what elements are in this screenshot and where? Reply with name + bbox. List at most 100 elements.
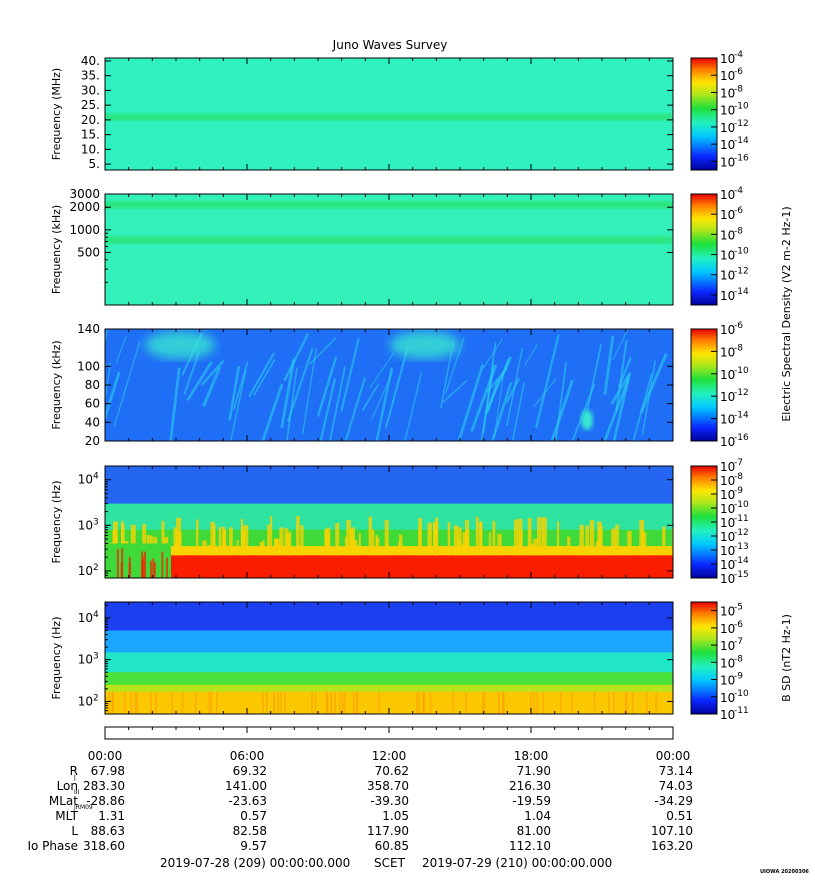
colorbar-tick-exponent: -4 — [734, 186, 743, 196]
emission-streak — [105, 329, 109, 347]
emission-blob — [581, 410, 593, 430]
y-tick-label: 10 — [78, 611, 93, 625]
emission-spike — [208, 691, 211, 714]
colorbar-tick-label: 10 — [720, 544, 735, 558]
emission-streak — [485, 378, 500, 414]
emission-spike — [284, 528, 289, 556]
spectrogram-layer — [105, 684, 673, 693]
colorbar-tick-label: 10 — [720, 572, 735, 586]
emission-streak — [615, 340, 628, 412]
y-tick-label: 100 — [77, 359, 100, 373]
emission-spike — [346, 520, 351, 556]
emission-spike — [342, 691, 344, 714]
emission-streak — [442, 380, 468, 403]
emission-spike — [356, 691, 359, 714]
ephemeris-value: 1.31 — [98, 809, 125, 823]
emission-spike — [429, 691, 432, 714]
colorbar-tick-label: 10 — [720, 345, 735, 359]
emission-spike — [595, 541, 601, 556]
ephemeris-value: 88.63 — [91, 824, 125, 838]
spectrogram-layer — [105, 672, 673, 686]
emission-spike — [530, 543, 534, 556]
colorbar-tick-exponent: -8 — [734, 472, 743, 482]
emission-spike — [624, 691, 627, 714]
low-activity-region — [105, 543, 171, 578]
emission-spike — [542, 691, 545, 714]
time-label: 06:00 — [230, 749, 265, 763]
emission-spike — [503, 691, 505, 714]
emission-spike — [210, 521, 215, 556]
colorbar-tick-label: 10 — [720, 323, 735, 337]
ephemeris-subscript: III — [74, 789, 80, 796]
colorbar-tick-label: 10 — [720, 269, 735, 283]
ephemeris-subscript: JRM09 — [73, 804, 93, 811]
emission-spike — [161, 551, 164, 578]
colorbar-tick-label: 10 — [720, 605, 735, 619]
emission-spike — [465, 691, 467, 714]
emission-spike — [284, 691, 286, 714]
emission-spike — [541, 517, 544, 556]
spectrogram-panel-1: 40.35.30.25.20.15.10.5. Frequency (MHz) 10… — [50, 50, 749, 171]
emission-spike — [330, 691, 332, 714]
emission-spike — [149, 560, 152, 578]
emission-spike — [378, 691, 380, 714]
y-tick-label: 80 — [85, 378, 100, 392]
ephemeris-value: 358.70 — [367, 779, 409, 793]
ephemeris-value: 163.20 — [651, 839, 693, 853]
y-tick-label: 15. — [81, 128, 100, 142]
colorbar-frame — [690, 601, 718, 715]
colorbar-tick-exponent: -10 — [734, 500, 749, 510]
ephemeris-value: 81.00 — [517, 824, 551, 838]
emission-streak — [584, 343, 603, 420]
emission-streak — [457, 364, 485, 441]
colorbar-tick-label: 10 — [720, 674, 735, 688]
emission-spike — [513, 519, 518, 556]
y-tick-label: 2000 — [69, 200, 100, 214]
emission-spike — [418, 691, 420, 714]
emission-spike — [120, 562, 123, 578]
emission-spike — [259, 541, 264, 556]
emission-streak — [493, 370, 505, 438]
emission-spike — [646, 691, 648, 714]
emission-spike — [181, 691, 184, 714]
colorbar-tick-label: 10 — [720, 188, 735, 202]
emission-spike — [502, 691, 504, 714]
colorbar-tick-label: 10 — [720, 155, 735, 169]
emission-spike — [144, 551, 147, 578]
ephemeris-value: 283.30 — [83, 779, 125, 793]
uiowa-stamp: UIOWA 20200306 — [760, 869, 809, 875]
emission-spike — [152, 558, 155, 578]
ephemeris-value: 112.10 — [509, 839, 551, 853]
colorbar-tick-exponent: -14 — [734, 556, 749, 566]
emission-spike — [611, 528, 617, 556]
colorbar-tick-label: 10 — [720, 390, 735, 404]
emission-streak — [505, 377, 521, 404]
emission-spike — [111, 691, 114, 714]
ephemeris-value: 67.98 — [91, 764, 125, 778]
emission-spike — [518, 530, 523, 556]
emission-spike — [112, 529, 117, 556]
colorbar-tick-label: 10 — [720, 121, 735, 135]
emission-spike — [398, 534, 403, 556]
colorbar-tick-label: 10 — [720, 656, 735, 670]
emission-streak — [105, 362, 112, 405]
emission-spike — [153, 562, 156, 578]
ephemeris-value: 1.04 — [524, 809, 551, 823]
ephemeris-value: 216.30 — [509, 779, 551, 793]
emission-spike — [482, 691, 484, 714]
emission-spike — [427, 522, 432, 556]
emission-spike — [241, 526, 244, 556]
colorbar-tick-exponent: -8 — [734, 343, 743, 353]
ephemeris-value: 0.57 — [240, 809, 267, 823]
emission-spike — [585, 525, 590, 556]
emission-band — [105, 201, 673, 209]
colorbar-tick-exponent: -16 — [734, 153, 749, 163]
spectrogram-layer — [105, 630, 673, 654]
emission-streak — [328, 366, 346, 441]
emission-spike — [488, 532, 491, 556]
colorbar-tick-label: 10 — [720, 474, 735, 488]
ephemeris-value: 74.03 — [659, 779, 693, 793]
